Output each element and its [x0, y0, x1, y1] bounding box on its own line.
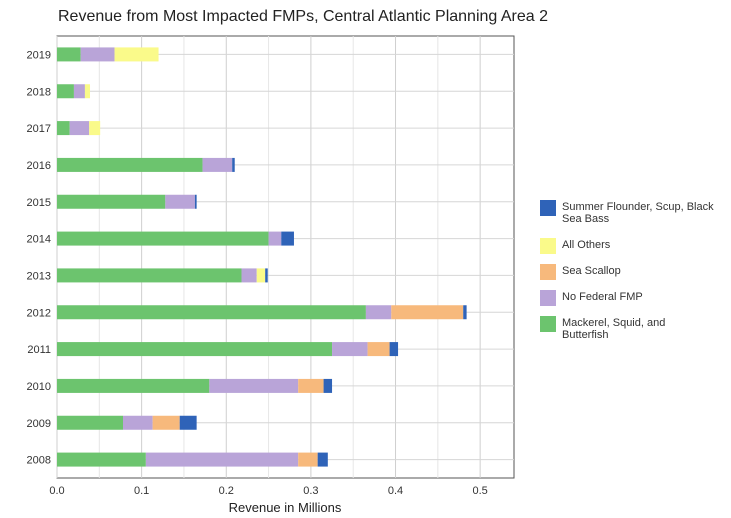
bar-segment-2015-series-1	[165, 194, 195, 209]
bar-segment-2010-series-2	[298, 378, 324, 393]
legend-swatch	[540, 200, 556, 216]
bar-segment-2010-series-4	[323, 378, 333, 393]
legend-swatch	[540, 238, 556, 254]
y-tick-label: 2012	[27, 307, 51, 319]
bar-segment-2012-series-4	[463, 305, 467, 320]
bar-segment-2018-series-0	[57, 84, 74, 99]
x-tick-label: 0.5	[472, 485, 487, 497]
y-tick-label: 2013	[27, 270, 51, 282]
grid-lines	[56, 36, 514, 478]
bar-segment-2013-series-0	[57, 268, 242, 283]
bar-segment-2010-series-0	[57, 378, 210, 393]
bar-segment-2008-series-0	[57, 452, 146, 467]
x-tick-label: 0.2	[219, 485, 234, 497]
bar-segment-2014-series-0	[57, 231, 269, 246]
y-tick-label: 2019	[27, 49, 51, 61]
bar-segment-2018-series-3	[84, 84, 91, 99]
y-tick-labels: 2008 2009 2010 2011 2012 2013 2014 2015 2016 2017…	[27, 49, 51, 466]
bar-segment-2014-series-1	[268, 231, 282, 246]
bar-segment-2019-series-3	[114, 47, 159, 62]
y-tick-label: 2014	[27, 234, 51, 246]
legend-label: Butterfish	[562, 329, 608, 341]
x-tick-label: 0.1	[134, 485, 149, 497]
bar-segment-2017-series-1	[69, 121, 90, 136]
bar-segment-2011-series-0	[57, 342, 333, 357]
bar-segment-2013-series-1	[241, 268, 257, 283]
y-tick-label: 2010	[27, 381, 51, 393]
bar-segment-2016-series-4	[232, 157, 235, 172]
legend-swatch	[540, 264, 556, 280]
bar-segment-2019-series-1	[80, 47, 115, 62]
bars	[57, 47, 467, 467]
x-tick-label: 0.0	[49, 485, 64, 497]
bar-segment-2011-series-1	[332, 342, 368, 357]
bar-segment-2017-series-3	[89, 121, 101, 136]
bar-segment-2009-series-0	[57, 415, 124, 430]
y-tick-label: 2015	[27, 197, 51, 209]
x-tick-label: 0.4	[388, 485, 403, 497]
bar-segment-2016-series-0	[57, 157, 203, 172]
bar-segment-2015-series-4	[194, 194, 197, 209]
legend-swatch	[540, 290, 556, 306]
bar-segment-2010-series-1	[209, 378, 299, 393]
y-tick-label: 2011	[27, 344, 51, 356]
legend-label: Mackerel, Squid, and	[562, 317, 665, 329]
y-tick-label: 2009	[27, 418, 51, 430]
bar-segment-2009-series-2	[152, 415, 180, 430]
bar-segment-2019-series-0	[57, 47, 81, 62]
x-tick-labels: 0.0 0.1 0.2 0.3 0.4 0.5	[49, 485, 487, 497]
chart-title: Revenue from Most Impacted FMPs, Central…	[58, 8, 549, 25]
plot-area-border	[56, 35, 515, 479]
x-tick-label: 0.3	[303, 485, 318, 497]
bar-segment-2009-series-1	[123, 415, 153, 430]
bar-segment-2013-series-4	[265, 268, 268, 283]
bar-segment-2014-series-4	[281, 231, 294, 246]
bar-segment-2009-series-4	[179, 415, 197, 430]
bar-segment-2016-series-1	[202, 157, 233, 172]
bar-segment-2008-series-2	[298, 452, 318, 467]
legend-swatch	[540, 316, 556, 332]
bar-segment-2017-series-0	[57, 121, 70, 136]
x-axis-label: Revenue in Millions	[229, 500, 342, 515]
y-tick-label: 2008	[27, 455, 51, 467]
legend-label: Sea Bass	[562, 213, 610, 225]
bar-segment-2013-series-3	[256, 268, 266, 283]
legend-label: Sea Scallop	[562, 265, 621, 277]
bar-segment-2008-series-1	[145, 452, 299, 467]
legend-label: All Others	[562, 239, 611, 251]
y-tick-label: 2016	[27, 160, 51, 172]
y-tick-label: 2018	[27, 86, 51, 98]
bar-segment-2018-series-1	[73, 84, 85, 99]
legend-label: Summer Flounder, Scup, Black	[562, 201, 714, 213]
bar-segment-2012-series-2	[391, 305, 464, 320]
bar-segment-2012-series-0	[57, 305, 366, 320]
bar-segment-2012-series-1	[365, 305, 392, 320]
bar-segment-2011-series-2	[367, 342, 390, 357]
bar-segment-2008-series-4	[317, 452, 328, 467]
legend-label: No Federal FMP	[562, 291, 643, 303]
bar-segment-2011-series-4	[389, 342, 399, 357]
bar-segment-2015-series-0	[57, 194, 166, 209]
y-tick-label: 2017	[27, 123, 51, 135]
